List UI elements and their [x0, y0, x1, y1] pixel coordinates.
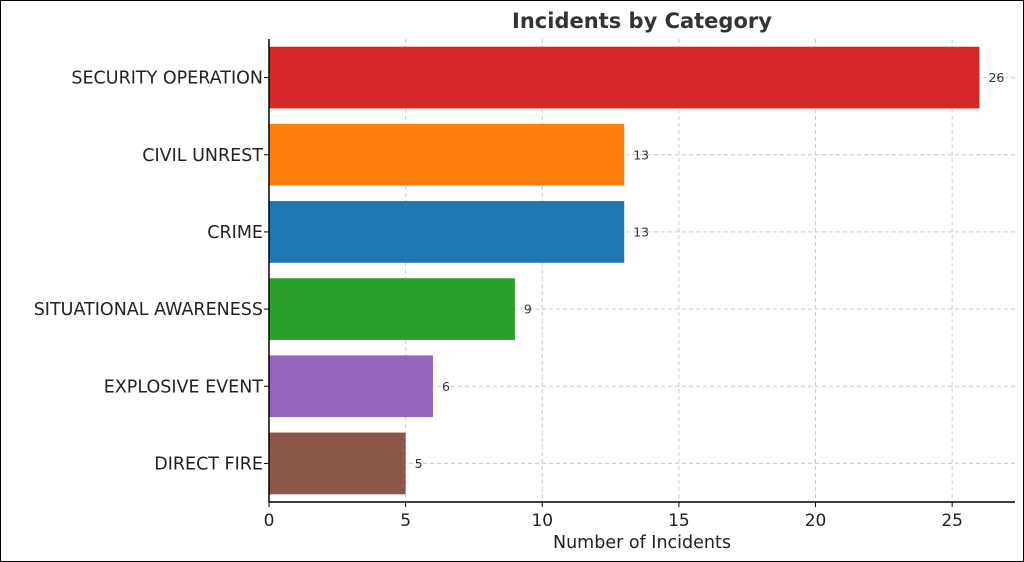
x-axis-label: Number of Incidents — [553, 533, 731, 553]
data-label: 26 — [988, 70, 1004, 85]
bar — [269, 278, 515, 340]
bar — [269, 201, 625, 263]
category-label: SITUATIONAL AWARENESS — [34, 300, 263, 320]
bar — [269, 432, 406, 495]
category-label: DIRECT FIRE — [154, 454, 263, 474]
x-tick-label: 20 — [805, 511, 827, 531]
bar — [269, 123, 625, 186]
bar — [269, 355, 433, 418]
label-layer: 0 5 10 15 20 25 SECURITY OPERATION 26 CIVIL UNRE… — [34, 69, 1005, 531]
data-label: 6 — [442, 379, 450, 394]
data-label: 13 — [633, 147, 649, 162]
data-label: 9 — [524, 302, 532, 317]
axis-layer — [264, 39, 1015, 507]
category-label: CIVIL UNREST — [142, 146, 263, 166]
x-tick-label: 0 — [264, 511, 275, 531]
category-label: CRIME — [207, 223, 263, 243]
data-label: 5 — [415, 456, 423, 471]
chart-title: Incidents by Category — [512, 9, 772, 33]
x-tick-label: 5 — [400, 511, 411, 531]
x-tick-label: 25 — [941, 511, 963, 531]
x-tick-label: 15 — [668, 511, 690, 531]
data-label: 13 — [633, 224, 649, 239]
category-label: EXPLOSIVE EVENT — [104, 377, 264, 397]
bar — [269, 46, 980, 109]
category-label: SECURITY OPERATION — [71, 69, 263, 89]
x-tick-label: 10 — [531, 511, 553, 531]
bar-layer — [269, 46, 980, 495]
